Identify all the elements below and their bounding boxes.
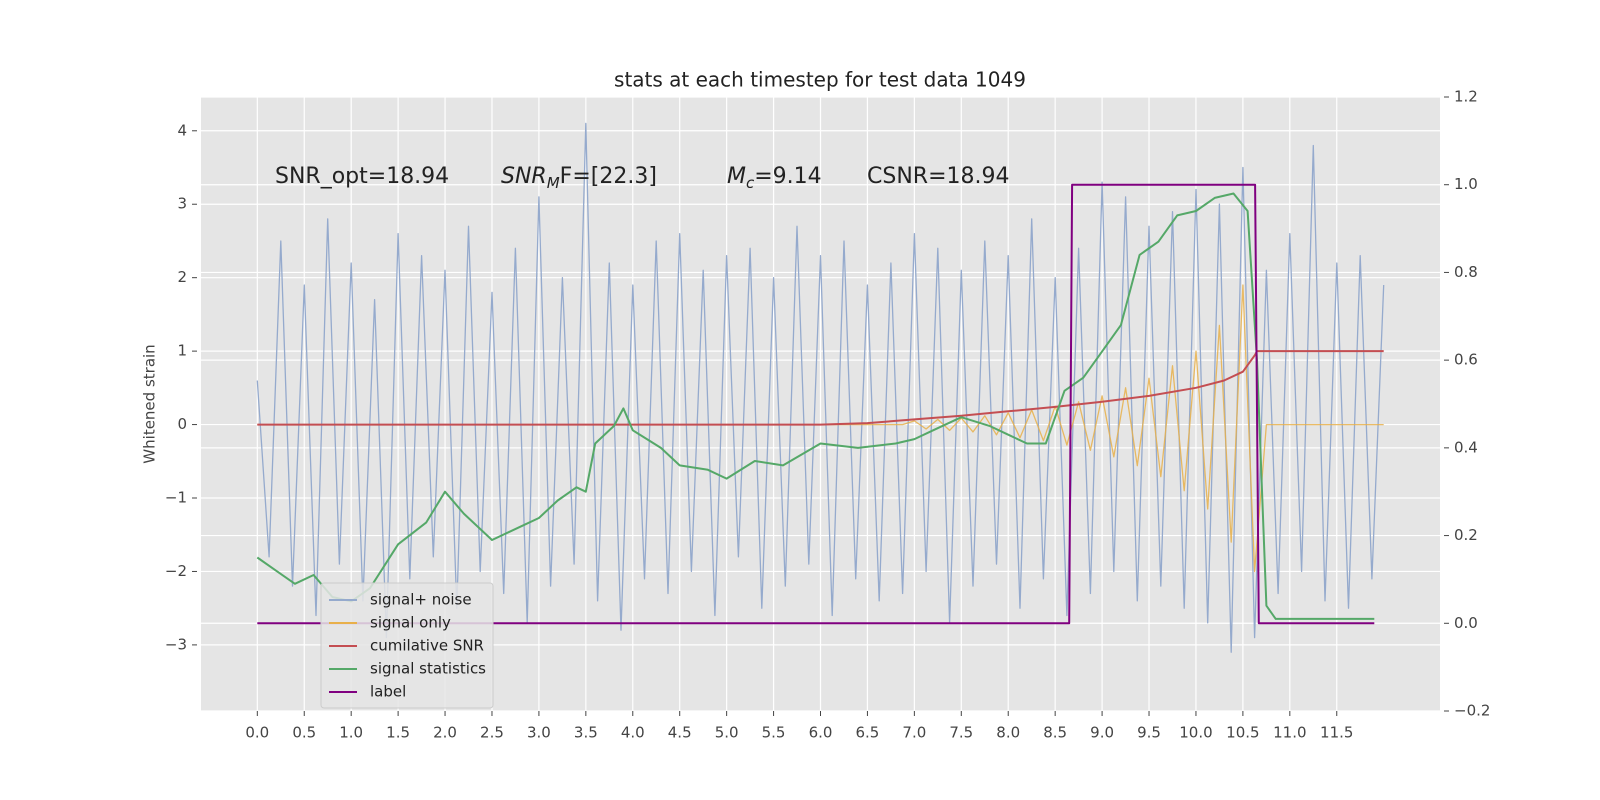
annotation-part: M	[547, 174, 560, 192]
x-tick-label: 1.0	[339, 724, 363, 742]
annotation-part: M	[727, 164, 746, 189]
x-tick-label: 11.0	[1273, 724, 1306, 742]
x-tick-label: 8.5	[1043, 724, 1067, 742]
series-line	[257, 183, 1375, 625]
x-tick-label: 9.0	[1090, 724, 1114, 742]
x-tick-label: 6.0	[809, 724, 833, 742]
x-tick-label: 9.5	[1137, 724, 1161, 742]
series-line	[257, 350, 1384, 426]
x-tick-label: 11.5	[1320, 724, 1353, 742]
y-tick-label: −1	[165, 489, 187, 507]
axes: 0.0 0.5 1.0 1.5 2.0 2.5 3.0 3.5 4.0 4.5 5.0 5.5 6.0 6…	[165, 88, 1491, 742]
series-layer	[256, 122, 1385, 653]
x-tick-label: 4.5	[668, 724, 692, 742]
annotation: CSNR=18.94	[867, 164, 1009, 189]
y2-tick-label: 0.2	[1454, 526, 1478, 544]
annotation: SNR_opt=18.94	[275, 164, 449, 189]
y-tick-label: 0	[177, 415, 187, 433]
y-tick-label: −3	[165, 635, 187, 653]
y-axis-label: Whitened strain	[141, 344, 159, 463]
y2-tick-label: 0.6	[1454, 351, 1478, 369]
annotation-part: c	[746, 174, 755, 192]
y2-tick-label: 1.2	[1454, 88, 1478, 106]
series-line	[256, 192, 1375, 620]
legend-label: signal only	[370, 614, 451, 632]
annotation-part: =9.14	[754, 164, 821, 189]
y2-tick-label: 1.0	[1454, 175, 1478, 193]
legend-label: signal statistics	[370, 660, 486, 678]
chart-title: stats at each timestep for test data 104…	[614, 68, 1026, 92]
x-tick-label: 3.5	[574, 724, 598, 742]
annotation-part: SNR	[501, 164, 547, 189]
series-line	[256, 122, 1385, 653]
x-tick-label: 3.0	[527, 724, 551, 742]
legend-label: label	[370, 683, 406, 701]
x-tick-label: 0.0	[245, 724, 269, 742]
legend-label: cumilative SNR	[370, 637, 484, 655]
legend-label: signal+ noise	[370, 591, 472, 609]
x-tick-label: 2.0	[433, 724, 457, 742]
y-tick-label: 1	[177, 342, 187, 360]
legend: signal+ noise signal only cumilative SNR si…	[320, 582, 494, 709]
x-tick-label: 4.0	[621, 724, 645, 742]
legend-box	[320, 582, 494, 709]
x-tick-label: 5.5	[762, 724, 786, 742]
y-tick-label: 2	[177, 268, 187, 286]
y-tick-label: 3	[177, 195, 187, 213]
x-tick-label: 7.0	[902, 724, 926, 742]
y-tick-label: 4	[177, 121, 187, 139]
x-tick-label: 8.0	[996, 724, 1020, 742]
x-tick-label: 10.5	[1226, 724, 1259, 742]
x-tick-label: 6.5	[856, 724, 880, 742]
x-tick-label: 7.5	[949, 724, 973, 742]
y2-tick-label: −0.2	[1454, 702, 1490, 720]
annotation: Mc=9.14	[727, 164, 822, 192]
annotation-part: F=[22.3]	[560, 164, 657, 189]
x-tick-label: 0.5	[292, 724, 316, 742]
x-tick-label: 2.5	[480, 724, 504, 742]
y2-tick-label: 0.8	[1454, 263, 1478, 281]
x-tick-label: 1.5	[386, 724, 410, 742]
x-tick-label: 5.0	[715, 724, 739, 742]
x-tick-label: 10.0	[1179, 724, 1212, 742]
annotation: SNRMF=[22.3]	[501, 164, 657, 192]
y2-tick-label: 0.4	[1454, 438, 1478, 456]
y2-tick-label: 0.0	[1454, 614, 1478, 632]
y-tick-label: −2	[165, 562, 187, 580]
